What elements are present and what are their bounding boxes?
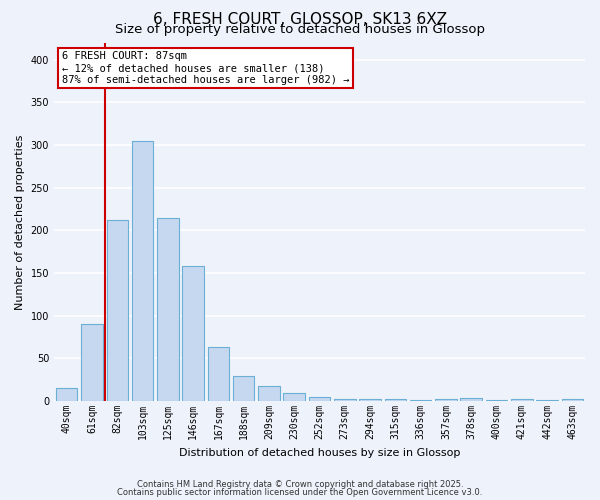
Bar (334, 400, 356, 401)
Bar (536, 400, 558, 401)
Y-axis label: Number of detached properties: Number of detached properties (15, 134, 25, 310)
Text: 6 FRESH COURT: 87sqm
← 12% of detached houses are smaller (138)
87% of semi-deta: 6 FRESH COURT: 87sqm ← 12% of detached h… (62, 52, 350, 84)
Bar (562, 398, 583, 401)
Bar (385, 398, 406, 401)
Bar (486, 400, 507, 401)
Bar (81, 324, 103, 401)
Text: Contains HM Land Registry data © Crown copyright and database right 2025.: Contains HM Land Registry data © Crown c… (137, 480, 463, 489)
Bar (359, 400, 381, 401)
Bar (258, 386, 280, 401)
Bar (56, 388, 77, 401)
Bar (107, 220, 128, 401)
Bar (208, 348, 229, 401)
Bar (460, 398, 482, 401)
Bar (511, 400, 533, 401)
Bar (157, 218, 179, 401)
Text: Size of property relative to detached houses in Glossop: Size of property relative to detached ho… (115, 22, 485, 36)
Bar (132, 140, 153, 401)
Text: 6, FRESH COURT, GLOSSOP, SK13 6XZ: 6, FRESH COURT, GLOSSOP, SK13 6XZ (153, 12, 447, 28)
Text: Contains public sector information licensed under the Open Government Licence v3: Contains public sector information licen… (118, 488, 482, 497)
Bar (309, 397, 330, 401)
Bar (410, 400, 431, 401)
Bar (435, 400, 457, 401)
Bar (182, 266, 204, 401)
Bar (233, 376, 254, 401)
Bar (283, 392, 305, 401)
X-axis label: Distribution of detached houses by size in Glossop: Distribution of detached houses by size … (179, 448, 460, 458)
